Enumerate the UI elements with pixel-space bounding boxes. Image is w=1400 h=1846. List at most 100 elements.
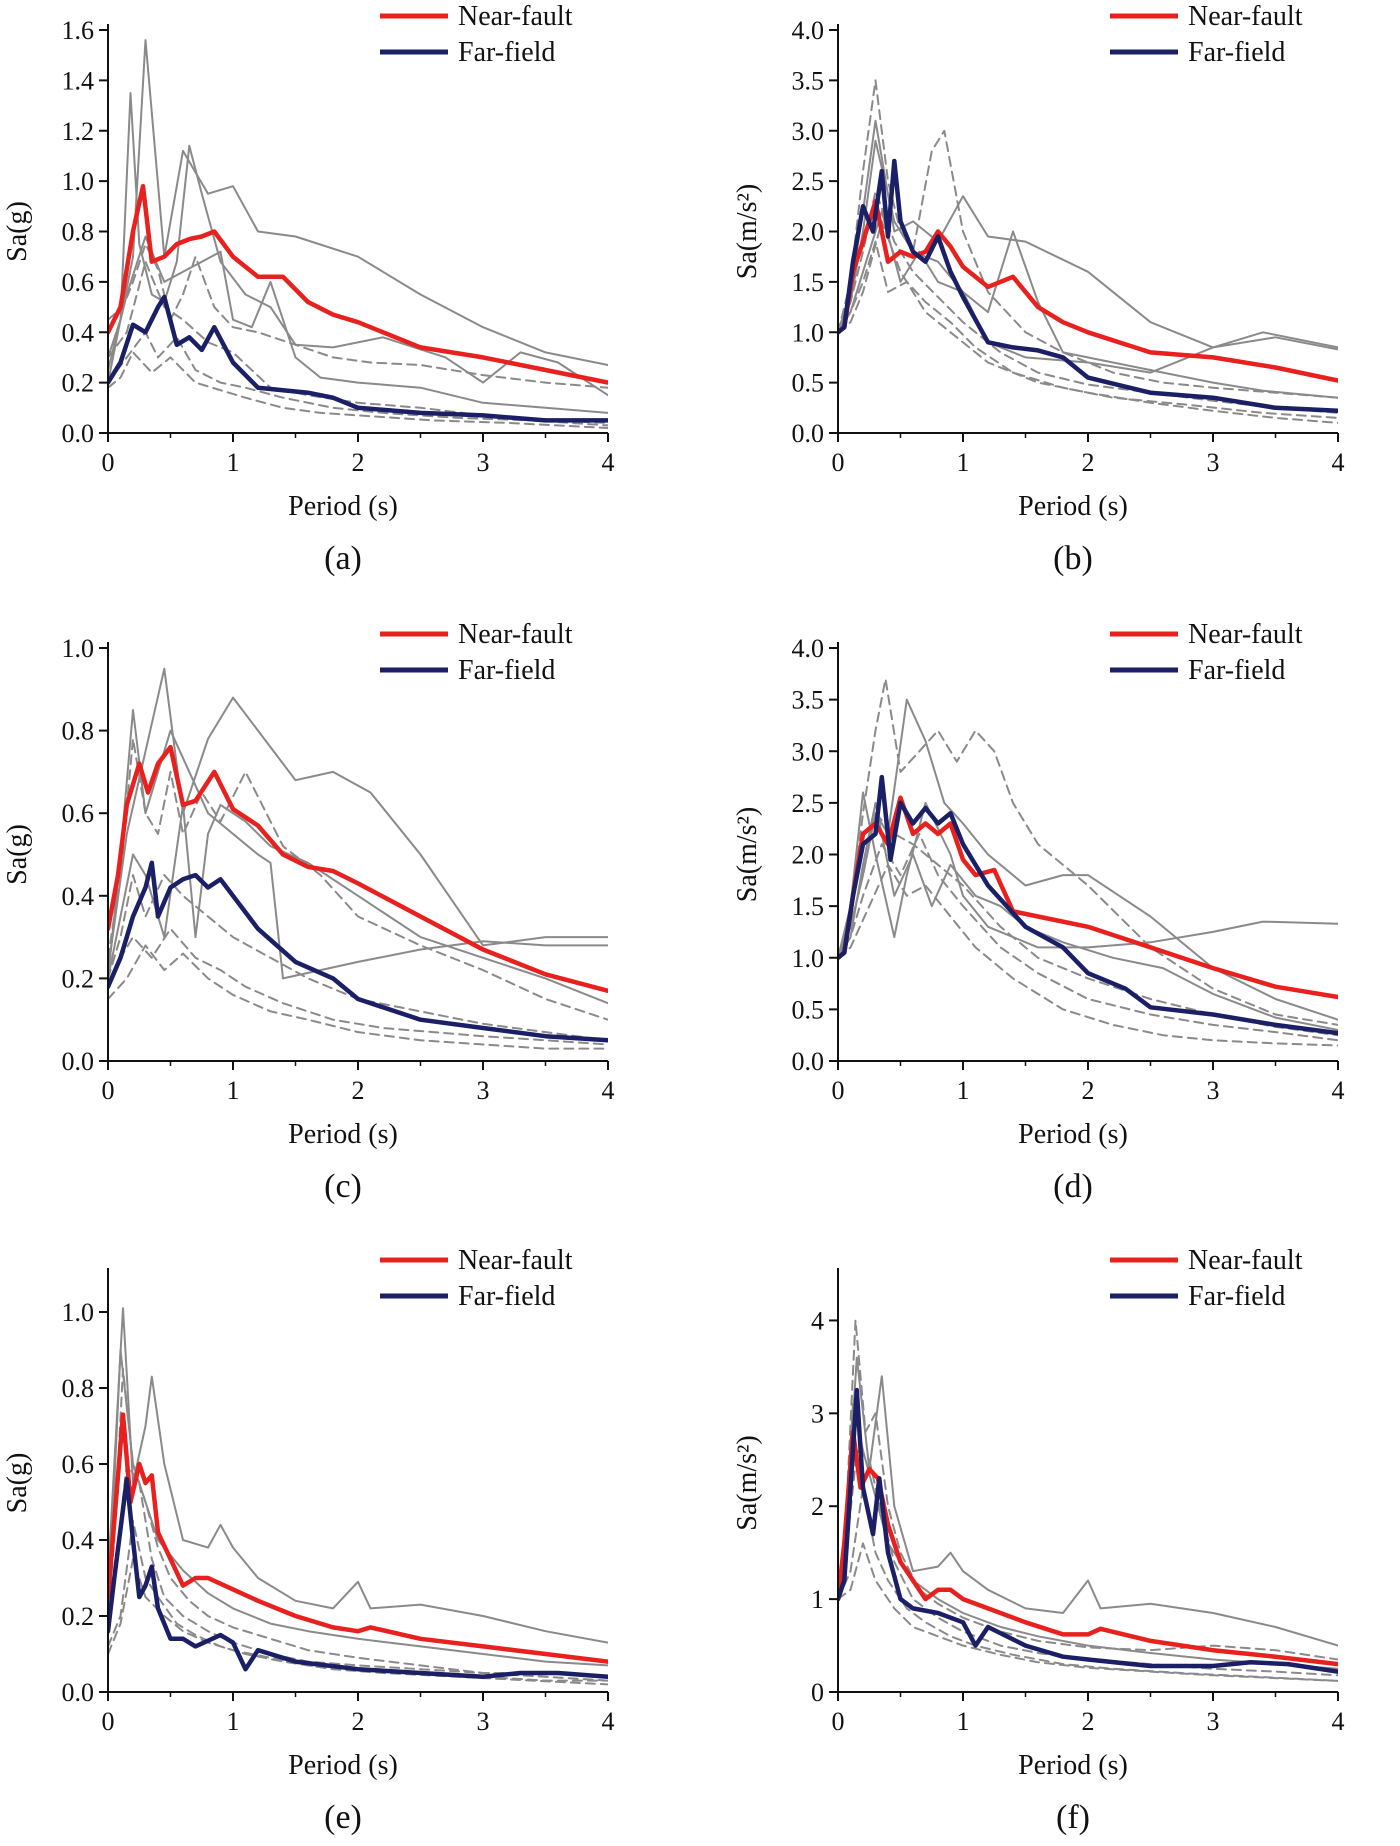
y-tick-label: 0.8	[62, 218, 95, 247]
y-axis-label: Sa(m/s²)	[732, 1435, 763, 1531]
record-line-record-3-e	[108, 1368, 608, 1682]
legend-label: Near-fault	[458, 619, 573, 650]
far-field-line-c	[108, 860, 608, 1043]
y-tick-label: 1.0	[62, 1298, 95, 1327]
legend-label: Far-field	[1188, 37, 1285, 68]
record-line-record-3-a	[108, 235, 608, 414]
x-tick-label: 3	[1207, 1707, 1220, 1736]
y-tick-label: 2	[811, 1492, 824, 1521]
x-tick-label: 2	[352, 1076, 365, 1105]
y-tick-label: 0.8	[62, 717, 95, 746]
near-fault-line-f	[838, 1429, 1338, 1667]
series-group-d	[838, 678, 1338, 1047]
legend-f: Near-fault Far-field	[1110, 1245, 1303, 1312]
far-field-line-d	[838, 774, 1338, 1036]
record-line-record-5-d	[838, 812, 1338, 1037]
y-tick-label: 0.0	[62, 1047, 95, 1076]
chart-panel-c: 0 1 2 3 4 0.0 0.2 0.4 0.6 0.8 1.0 Period (s) Sa(g) (c…	[2, 619, 615, 1205]
record-line-record-6-b	[838, 240, 1338, 419]
y-tick-label: 3	[811, 1399, 824, 1428]
record-line-record-2-a	[108, 92, 608, 397]
record-line-record-4-d	[838, 678, 1338, 1026]
chart-panel-e: 0 1 2 3 4 0.0 0.2 0.4 0.6 0.8 1.0 Period (s) Sa(g) (e…	[2, 1245, 615, 1836]
record-line-record-1-b	[838, 119, 1338, 351]
y-tick-label: 0.0	[62, 1678, 95, 1707]
record-line-record-4-f	[838, 1449, 1338, 1677]
record-line-record-5-a	[108, 260, 608, 424]
far-field-line-a	[108, 294, 608, 423]
x-tick-label: 4	[1332, 1076, 1345, 1105]
x-tick-label: 0	[832, 1707, 845, 1736]
legend-label: Far-field	[458, 37, 555, 68]
x-tick-label: 0	[102, 1707, 115, 1736]
x-tick-label: 1	[227, 1707, 240, 1736]
legend-label: Far-field	[1188, 1281, 1285, 1312]
y-tick-label: 0.6	[62, 799, 95, 828]
record-line-record-7-a	[108, 351, 608, 429]
x-axis-label: Period (s)	[288, 1119, 398, 1150]
y-tick-label: 4	[811, 1306, 824, 1335]
record-line-record-7-d	[838, 863, 1338, 1047]
x-axis-label: Period (s)	[288, 1750, 398, 1781]
y-tick-label: 0	[811, 1678, 824, 1707]
y-tick-label: 4.0	[792, 634, 825, 663]
x-tick-label: 0	[102, 1076, 115, 1105]
y-tick-label: 2.0	[792, 841, 825, 870]
far-field-line-b	[838, 158, 1338, 414]
record-line-record-6-e	[108, 1558, 608, 1682]
y-tick-label: 3.0	[792, 117, 825, 146]
record-line-record-6-a	[108, 331, 608, 427]
x-tick-label: 3	[477, 1707, 490, 1736]
y-axis-label: Sa(m/s²)	[732, 807, 763, 903]
y-axis-label: Sa(g)	[2, 201, 33, 262]
record-line-record-4-a	[108, 243, 608, 389]
y-tick-label: 0.0	[792, 419, 825, 448]
x-tick-label: 1	[957, 448, 970, 477]
panel-caption: (a)	[324, 540, 362, 577]
record-line-record-1-f	[838, 1356, 1338, 1647]
legend-label: Near-fault	[458, 1245, 573, 1276]
series-group-a	[108, 39, 608, 429]
y-axis-label: Sa(g)	[2, 824, 33, 885]
y-tick-label: 2.5	[792, 789, 825, 818]
x-tick-label: 2	[352, 448, 365, 477]
record-line-record-3-d	[838, 801, 1338, 1031]
y-tick-label: 1.0	[792, 318, 825, 347]
y-tick-label: 0.6	[62, 268, 95, 297]
y-tick-label: 3.5	[792, 686, 825, 715]
y-axis-label: Sa(m/s²)	[732, 184, 763, 280]
panel-caption: (c)	[324, 1168, 362, 1205]
legend-label: Far-field	[458, 655, 555, 686]
x-tick-label: 2	[1082, 1707, 1095, 1736]
x-tick-label: 3	[1207, 1076, 1220, 1105]
y-tick-label: 0.2	[62, 964, 95, 993]
x-axis-label: Period (s)	[1018, 1119, 1128, 1150]
panel-caption: (b)	[1053, 540, 1093, 577]
chart-panel-f: 0 1 2 3 4 0 1 2 3 4 Period (s) Sa(m/s²) (f) Near-faul…	[732, 1245, 1345, 1836]
legend-label: Near-fault	[1188, 619, 1303, 650]
x-tick-label: 4	[1332, 448, 1345, 477]
record-line-record-2-e	[108, 1349, 608, 1667]
x-tick-label: 0	[102, 448, 115, 477]
y-tick-label: 1.0	[792, 944, 825, 973]
far-field-line-f	[838, 1387, 1338, 1674]
legend-label: Far-field	[458, 1281, 555, 1312]
y-tick-label: 1.6	[62, 16, 95, 45]
y-tick-label: 0.6	[62, 1450, 95, 1479]
record-line-record-2-f	[838, 1403, 1338, 1670]
x-tick-label: 1	[227, 1076, 240, 1105]
legend-label: Near-fault	[458, 1, 573, 32]
near-fault-line-b	[838, 199, 1338, 383]
x-tick-label: 2	[1082, 448, 1095, 477]
y-tick-label: 1.0	[62, 634, 95, 663]
y-tick-label: 2.0	[792, 218, 825, 247]
panel-caption: (e)	[324, 1799, 362, 1836]
x-tick-label: 4	[1332, 1707, 1345, 1736]
y-tick-label: 0.0	[792, 1047, 825, 1076]
record-line-record-4-b	[838, 79, 1338, 399]
panel-caption: (f)	[1056, 1799, 1090, 1836]
legend-d: Near-fault Far-field	[1110, 619, 1303, 686]
x-tick-label: 4	[602, 1707, 615, 1736]
x-tick-label: 3	[477, 1076, 490, 1105]
y-tick-label: 2.5	[792, 167, 825, 196]
